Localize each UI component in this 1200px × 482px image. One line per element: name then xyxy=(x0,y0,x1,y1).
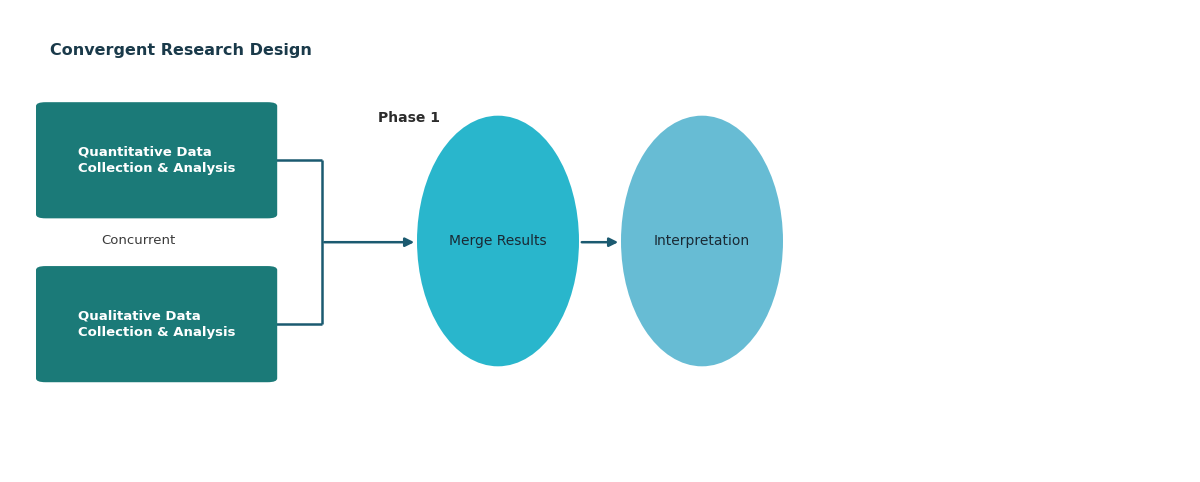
Text: Phase 1: Phase 1 xyxy=(378,111,440,125)
FancyBboxPatch shape xyxy=(36,266,277,382)
Text: Interpretation: Interpretation xyxy=(654,234,750,248)
Text: Quantitative Data
Collection & Analysis: Quantitative Data Collection & Analysis xyxy=(78,145,235,175)
Text: Merge Results: Merge Results xyxy=(449,234,547,248)
Text: Qualitative Data
Collection & Analysis: Qualitative Data Collection & Analysis xyxy=(78,309,235,339)
Text: Convergent Research Design: Convergent Research Design xyxy=(50,43,312,58)
Ellipse shape xyxy=(418,116,580,366)
Text: Concurrent: Concurrent xyxy=(101,235,175,247)
Ellipse shape xyxy=(622,116,784,366)
FancyBboxPatch shape xyxy=(36,102,277,218)
